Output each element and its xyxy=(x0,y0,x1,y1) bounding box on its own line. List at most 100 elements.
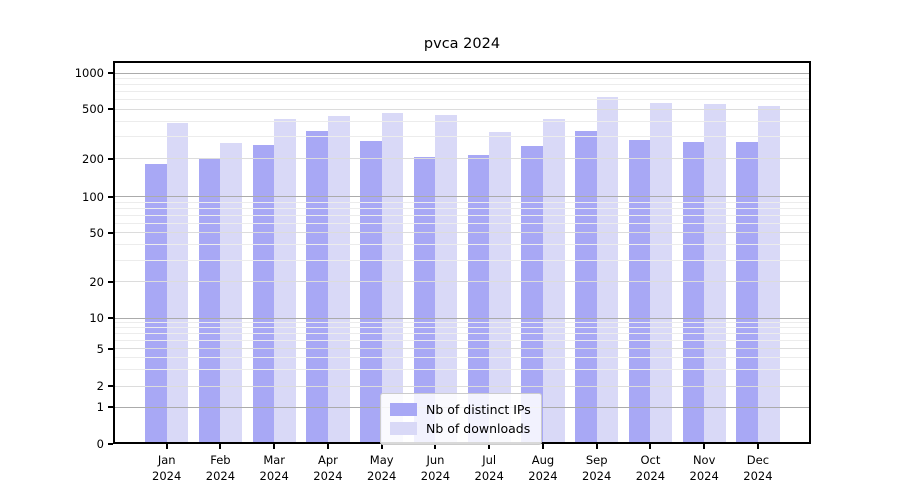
y-tick-label-2: 2 xyxy=(96,379,104,394)
y-tick-mark-0 xyxy=(108,443,113,445)
x-tick-mark-nov xyxy=(703,444,706,449)
y-tick-mark-1 xyxy=(108,406,113,409)
x-tick-label-jun: Jun 2024 xyxy=(420,453,451,483)
minor-gridline-300 xyxy=(113,136,811,138)
bar-mar-distinct-ips xyxy=(252,144,275,444)
gridline-5 xyxy=(113,348,811,350)
minor-gridline-30 xyxy=(113,259,811,261)
minor-gridline-8 xyxy=(113,327,811,329)
x-tick-label-aug: Aug 2024 xyxy=(528,453,558,483)
x-tick-mark-dec xyxy=(756,444,759,449)
x-tick-mark-jun xyxy=(434,444,437,449)
x-tick-mark-jul xyxy=(488,444,491,449)
minor-gridline-600 xyxy=(113,99,811,101)
minor-gridline-800 xyxy=(113,84,811,86)
x-tick-mark-oct xyxy=(649,444,652,449)
minor-gridline-400 xyxy=(113,120,811,122)
y-tick-label-20: 20 xyxy=(89,274,104,289)
bar-jun-downloads xyxy=(435,114,458,444)
chart-title: pvca 2024 xyxy=(423,36,501,52)
y-tick-mark-50 xyxy=(108,231,113,234)
x-tick-label-jan: Jan 2024 xyxy=(152,453,182,483)
bar-nov-distinct-ips xyxy=(682,142,705,444)
x-tick-label-feb: Feb 2024 xyxy=(205,453,236,483)
minor-gridline-900 xyxy=(113,78,811,80)
x-tick-mark-feb xyxy=(219,444,222,449)
minor-gridline-80 xyxy=(113,207,811,209)
x-tick-label-oct: Oct 2024 xyxy=(635,453,666,483)
x-tick-mark-sep xyxy=(595,444,598,449)
legend-label-downloads: Nb of downloads xyxy=(426,421,531,436)
minor-gridline-70 xyxy=(113,214,811,216)
minor-gridline-6 xyxy=(113,340,811,342)
y-tick-mark-20 xyxy=(108,280,113,283)
bar-feb-distinct-ips xyxy=(198,159,221,444)
plot-area: 0 1 2 5 10 20 50 100 200 500 1000 Jan 2024 Feb 2024… xyxy=(75,61,811,483)
bar-apr-distinct-ips xyxy=(306,130,328,444)
gridline-20 xyxy=(113,281,811,283)
bar-may-downloads xyxy=(381,113,404,444)
legend-label-distinct-ips: Nb of distinct IPs xyxy=(426,402,531,417)
gridline-10 xyxy=(113,317,811,319)
bar-jan-distinct-ips xyxy=(145,164,167,444)
gridline-500 xyxy=(113,108,811,110)
x-tick-label-dec: Dec 2024 xyxy=(743,453,773,483)
y-tick-label-100: 100 xyxy=(82,189,104,204)
bar-sep-distinct-ips xyxy=(575,130,597,444)
gridline-100 xyxy=(113,196,811,198)
legend-item-downloads: Nb of downloads xyxy=(390,419,531,438)
y-tick-mark-200 xyxy=(108,157,113,160)
x-tick-label-sep: Sep 2024 xyxy=(582,453,612,483)
bar-apr-downloads xyxy=(327,115,350,444)
y-tick-mark-5 xyxy=(108,347,113,350)
gridline-2 xyxy=(113,385,811,387)
minor-gridline-3 xyxy=(113,369,811,371)
x-tick-mark-aug xyxy=(541,444,544,449)
y-tick-mark-500 xyxy=(108,108,113,111)
minor-gridline-700 xyxy=(113,91,811,93)
minor-gridline-90 xyxy=(113,201,811,203)
y-tick-mark-2 xyxy=(108,385,113,388)
y-tick-label-500: 500 xyxy=(82,102,104,117)
gridline-200 xyxy=(113,158,811,160)
bar-jun-distinct-ips xyxy=(413,157,436,444)
x-tick-mark-mar xyxy=(273,444,276,449)
x-tick-label-may: May 2024 xyxy=(367,453,397,483)
y-tick-mark-10 xyxy=(108,317,113,320)
bar-jan-downloads xyxy=(166,122,189,444)
bar-sep-downloads xyxy=(596,97,619,444)
x-tick-label-nov: Nov 2024 xyxy=(689,453,719,483)
x-tick-label-jul: Jul 2024 xyxy=(474,453,504,483)
legend-swatch-distinct-ips xyxy=(390,403,417,416)
y-tick-label-0: 0 xyxy=(96,437,104,451)
y-tick-label-10: 10 xyxy=(89,311,104,326)
x-tick-label-mar: Mar 2024 xyxy=(259,453,289,483)
x-tick-mark-may xyxy=(380,444,383,449)
minor-gridline-4 xyxy=(113,357,811,359)
bar-jul-distinct-ips xyxy=(467,155,490,444)
bar-feb-downloads xyxy=(220,142,243,444)
bar-dec-downloads xyxy=(757,106,780,444)
y-tick-label-5: 5 xyxy=(96,341,104,356)
y-tick-mark-1000 xyxy=(108,72,113,75)
minor-gridline-40 xyxy=(113,244,811,246)
legend: Nb of distinct IPs Nb of downloads xyxy=(380,393,542,445)
y-tick-label-1000: 1000 xyxy=(74,66,104,81)
gridline-1000 xyxy=(113,72,811,74)
legend-item-distinct-ips: Nb of distinct IPs xyxy=(390,400,531,419)
bar-oct-downloads xyxy=(650,103,673,444)
bar-oct-distinct-ips xyxy=(628,139,651,444)
legend-swatch-downloads xyxy=(390,422,417,435)
gridline-50 xyxy=(113,232,811,234)
bar-may-distinct-ips xyxy=(360,140,382,444)
minor-gridline-60 xyxy=(113,222,811,224)
y-tick-label-50: 50 xyxy=(89,225,104,240)
minor-gridline-7 xyxy=(113,333,811,335)
y-tick-mark-100 xyxy=(108,195,113,198)
x-tick-label-apr: Apr 2024 xyxy=(313,453,343,483)
x-tick-mark-apr xyxy=(326,444,329,449)
bar-nov-downloads xyxy=(704,103,726,444)
y-tick-label-200: 200 xyxy=(82,151,104,166)
x-tick-mark-jan xyxy=(165,444,168,449)
